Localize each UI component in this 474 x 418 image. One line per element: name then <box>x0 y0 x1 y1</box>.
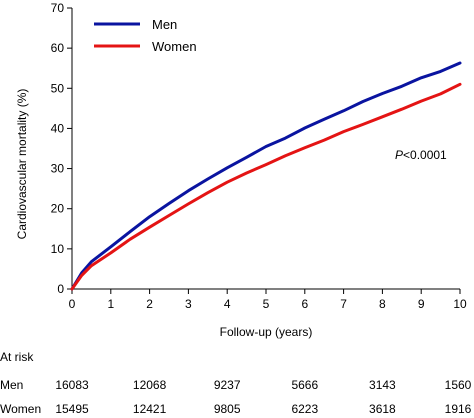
at-risk-value: 15495 <box>55 402 89 416</box>
series-line-men <box>70 61 462 291</box>
x-tick-label: 5 <box>263 297 270 311</box>
p-value-annotation: P<0.0001 <box>395 148 447 162</box>
x-tick-label: 9 <box>418 297 425 311</box>
x-tick-label: 3 <box>185 297 192 311</box>
y-tick-label: 40 <box>51 121 65 135</box>
y-tick-label: 70 <box>51 1 65 15</box>
at-risk-label-men: Men <box>0 378 24 392</box>
legend: Men Women <box>94 17 197 54</box>
y-tick-label: 10 <box>51 242 65 256</box>
x-axis-label: Follow-up (years) <box>220 325 313 339</box>
y-ticks: 0 10 20 30 40 50 60 70 <box>51 1 72 296</box>
at-risk-value: 16083 <box>55 378 89 392</box>
at-risk-value: 9805 <box>213 402 241 416</box>
at-risk-value: 1560 <box>444 378 472 392</box>
legend-label-women: Women <box>152 39 197 54</box>
at-risk-value: 1916 <box>444 402 472 416</box>
at-risk-value: 3618 <box>369 402 396 416</box>
y-tick-label: 20 <box>51 202 65 216</box>
x-tick-label: 4 <box>224 297 231 311</box>
at-risk-label-women: Women <box>0 402 42 416</box>
x-tick-label: 1 <box>107 297 114 311</box>
p-value-italic: P <box>395 148 403 162</box>
x-tick-label: 8 <box>379 297 386 311</box>
at-risk-value: 6223 <box>291 402 319 416</box>
y-tick-label: 0 <box>57 282 64 296</box>
y-axis-label: Cardiovascular mortality (%) <box>15 89 29 240</box>
y-tick-label: 50 <box>51 81 65 95</box>
at-risk-title: At risk <box>0 350 34 364</box>
x-tick-label: 2 <box>146 297 153 311</box>
y-tick-label: 30 <box>51 162 65 176</box>
x-tick-label: 6 <box>301 297 308 311</box>
x-tick-label: 0 <box>69 297 76 311</box>
km-chart: 0 10 20 30 40 50 60 70 0 1 2 3 4 5 6 7 8 9 10 Cardiovascu… <box>15 1 467 339</box>
at-risk-value: 12068 <box>132 378 167 392</box>
y-tick-label: 60 <box>51 41 65 55</box>
series-line-women <box>70 82 462 291</box>
at-risk-value: 12421 <box>132 402 167 416</box>
x-ticks: 0 1 2 3 4 5 6 7 8 9 10 <box>69 289 467 311</box>
at-risk-value: 5666 <box>291 378 319 392</box>
p-value-text: <0.0001 <box>403 148 447 162</box>
x-tick-label: 10 <box>453 297 467 311</box>
at-risk-value: 3143 <box>369 378 396 392</box>
series-group <box>70 61 462 291</box>
at-risk-value: 9237 <box>213 378 241 392</box>
x-tick-label: 7 <box>340 297 347 311</box>
legend-label-men: Men <box>152 17 177 32</box>
